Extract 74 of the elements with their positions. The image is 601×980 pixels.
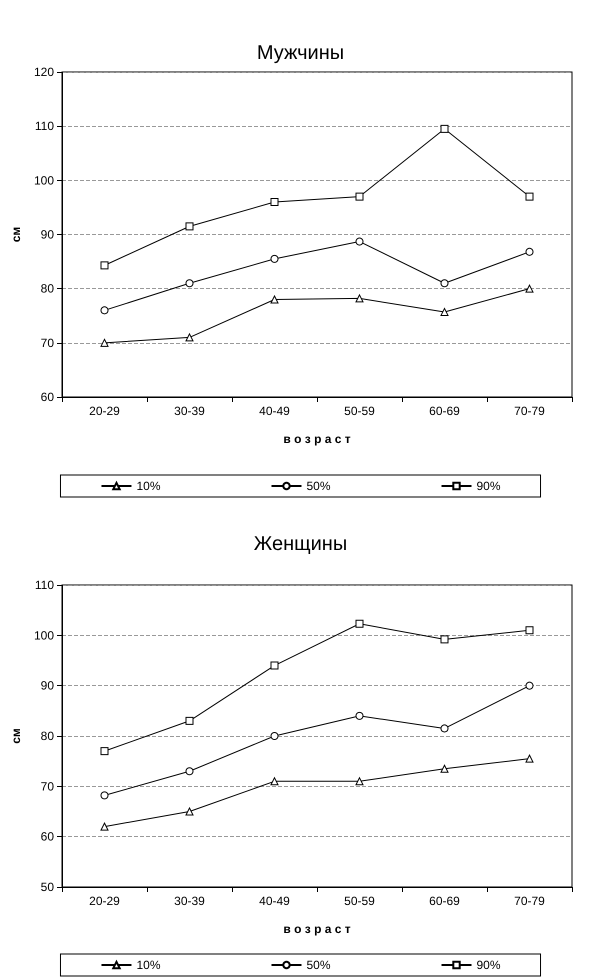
x-axis-title: в о з р а с т: [283, 432, 351, 446]
point: [186, 716, 194, 725]
y-tick-label: 120: [34, 65, 54, 79]
point: [526, 682, 534, 690]
y-tick-label: 50: [40, 880, 54, 894]
x-tick-label: 20-29: [89, 404, 120, 418]
y-tick-label: 60: [40, 830, 54, 844]
x-tick-label: 70-79: [514, 894, 546, 908]
x-tick-label: 30-39: [174, 404, 206, 418]
point: [270, 254, 278, 263]
x-tick-label: 70-79: [514, 404, 546, 418]
point: [186, 333, 194, 342]
point: [100, 747, 108, 756]
point: [356, 192, 364, 201]
point: [356, 620, 364, 628]
point: [100, 338, 108, 347]
point: [100, 261, 108, 270]
x-tick-label: 60-69: [429, 404, 460, 418]
point: [440, 764, 448, 773]
point: [186, 808, 194, 816]
y-tick-label: 100: [34, 173, 54, 188]
point: [270, 662, 278, 670]
point: [440, 724, 448, 732]
point: [100, 306, 108, 314]
y-tick-label: 70: [40, 779, 54, 794]
point: [270, 296, 278, 304]
y-tick-label: 100: [34, 628, 54, 642]
chart-title: Мужчины: [256, 42, 344, 64]
x-tick-label: 50-59: [344, 404, 376, 418]
point: [526, 192, 534, 201]
point: [100, 791, 108, 800]
legend-label: 90%: [476, 958, 501, 972]
legend-label: 50%: [306, 479, 331, 493]
legend-label: 10%: [136, 958, 161, 972]
point: [186, 222, 194, 230]
y-tick-label: 90: [40, 678, 54, 693]
x-tick-label: 20-29: [89, 894, 120, 908]
point: [356, 712, 364, 720]
x-tick-label: 40-49: [259, 894, 290, 908]
point: [270, 198, 278, 206]
point: [440, 635, 448, 644]
x-tick-label: 50-59: [344, 894, 376, 908]
point: [526, 284, 534, 293]
y-tick-label: 90: [40, 228, 54, 242]
y-tick-label: 110: [34, 119, 54, 134]
y-tick-label: 80: [40, 729, 54, 743]
point: [356, 777, 364, 786]
y-tick-label: 60: [40, 390, 54, 404]
x-tick-label: 30-39: [174, 894, 206, 908]
point: [356, 238, 364, 246]
point: [270, 732, 278, 740]
x-tick-label: 60-69: [429, 894, 460, 908]
y-axis-title: см: [9, 226, 23, 242]
y-tick-label: 80: [40, 282, 54, 296]
point: [526, 248, 534, 256]
legend-label: 10%: [136, 479, 161, 493]
y-axis-title: см: [9, 728, 23, 744]
point: [440, 124, 448, 133]
point: [270, 777, 278, 786]
point: [440, 308, 448, 316]
x-tick-label: 40-49: [259, 404, 290, 418]
x-axis-title: в о з р а с т: [283, 922, 351, 936]
y-tick-label: 110: [34, 578, 54, 592]
point: [186, 767, 194, 776]
point: [356, 294, 364, 302]
point: [440, 279, 448, 288]
legend-label: 90%: [476, 479, 501, 493]
point: [526, 754, 534, 763]
chart-title: Женщины: [254, 533, 348, 555]
point: [186, 279, 194, 288]
point: [526, 626, 534, 634]
legend-label: 50%: [306, 958, 331, 972]
point: [100, 822, 108, 831]
y-tick-label: 70: [40, 336, 54, 350]
